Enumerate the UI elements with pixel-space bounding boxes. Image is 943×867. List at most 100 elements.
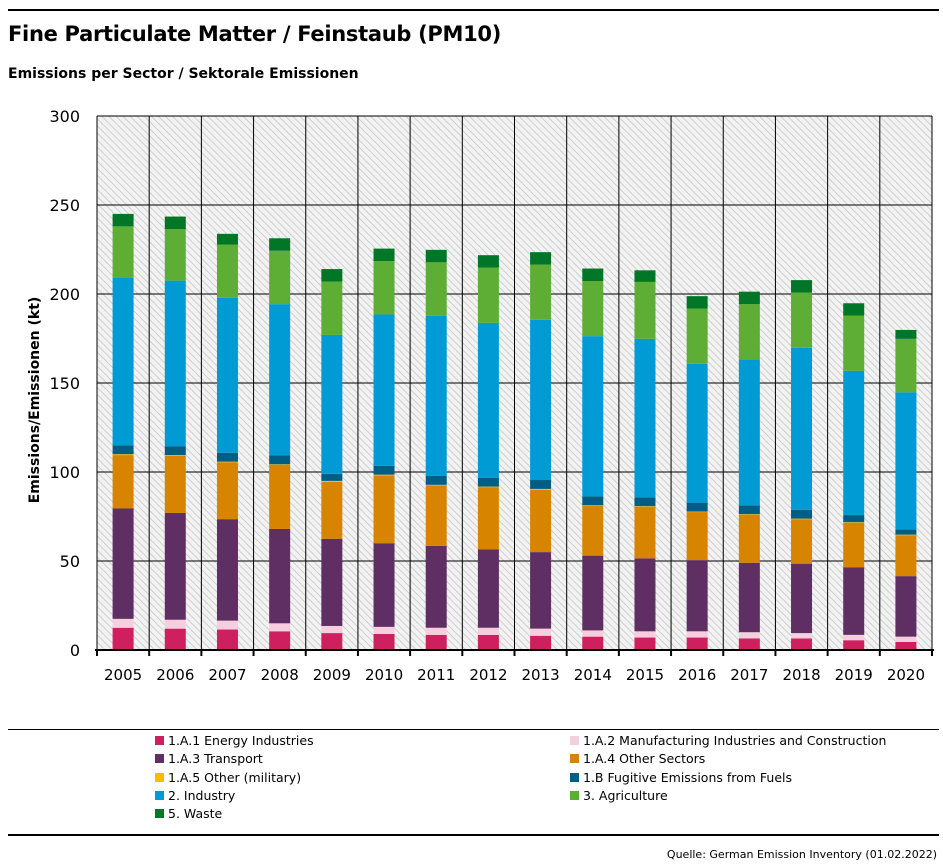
bar-segment-2013-1-B — [530, 480, 552, 489]
legend-label: 1.A.4 Other Sectors — [583, 751, 706, 767]
bar-segment-2011-5 — [425, 249, 447, 263]
bar-segment-2011-2 — [425, 315, 447, 476]
bar-segment-2012-3 — [477, 267, 499, 323]
bar-segment-2019-5 — [843, 303, 865, 316]
bar-segment-2007-1-B — [216, 452, 238, 462]
bar-segment-2012-1-A-2 — [477, 627, 499, 635]
bar-segment-2020-1-B — [895, 529, 917, 535]
x-tick-label: 2019 — [835, 666, 873, 684]
bar-segment-2007-1-A-5 — [216, 461, 238, 463]
bar-segment-2015-3 — [634, 281, 656, 339]
y-tick-label: 300 — [49, 107, 80, 126]
bar-segment-2013-2 — [530, 319, 552, 481]
bar-segment-2007-3 — [216, 244, 238, 298]
bar-segment-2013-1-A-3 — [530, 552, 552, 629]
bar-segment-2016-2 — [686, 363, 708, 503]
bar-segment-2017-1-A-1 — [738, 638, 760, 650]
bar-segment-2009-1-A-4 — [321, 481, 343, 539]
bar-segment-2010-5 — [373, 248, 395, 262]
bar-segment-2006-1-B — [164, 446, 186, 456]
bar-segment-2020-1-A-3 — [895, 576, 917, 637]
legend-item: 1.A.2 Manufacturing Industries and Const… — [570, 733, 886, 748]
y-tick-label: 200 — [49, 285, 80, 304]
bar-segment-2012-1-A-1 — [477, 634, 499, 650]
bar-segment-2005-5 — [112, 213, 134, 227]
legend-label: 5. Waste — [168, 806, 223, 822]
legend-swatch — [155, 754, 164, 764]
bar-segment-2014-1-A-5 — [582, 505, 604, 506]
source-note: Quelle: German Emission Inventory (01.02… — [666, 848, 937, 861]
legend-item: 1.A.5 Other (military) — [155, 770, 301, 785]
bar-segment-2015-1-A-5 — [634, 506, 656, 507]
bar-segment-2016-1-A-4 — [686, 512, 708, 561]
legend-label: 2. Industry — [168, 787, 236, 803]
bar-segment-2011-1-A-3 — [425, 545, 447, 628]
bar-segment-2012-1-A-5 — [477, 486, 499, 488]
bar-segment-2020-1-A-4 — [895, 535, 917, 577]
bar-segment-2012-1-A-4 — [477, 487, 499, 550]
bar-segment-2007-1-A-3 — [216, 519, 238, 621]
bar-segment-2008-1-A-5 — [269, 464, 291, 465]
x-tick-label: 2018 — [782, 666, 820, 684]
bar-segment-2014-2 — [582, 336, 604, 497]
bar-segment-2017-3 — [738, 304, 760, 360]
x-tick-label: 2008 — [261, 666, 299, 684]
bar-segment-2017-1-A-2 — [738, 632, 760, 639]
legend-swatch — [155, 772, 164, 782]
bar-segment-2013-1-A-5 — [530, 488, 552, 490]
bar-segment-2013-1-A-1 — [530, 635, 552, 650]
bar-segment-2010-3 — [373, 261, 395, 315]
x-tick-label: 2013 — [522, 666, 560, 684]
bar-segment-2018-1-A-4 — [791, 519, 813, 564]
bar-segment-2007-1-A-4 — [216, 462, 238, 520]
bar-segment-2017-1-A-3 — [738, 562, 760, 633]
bar-segment-2020-1-A-5 — [895, 534, 917, 536]
bar-segment-2005-1-A-3 — [112, 508, 134, 619]
bar-segment-2005-1-A-4 — [112, 455, 134, 509]
legend-label: 1.A.2 Manufacturing Industries and Const… — [583, 733, 887, 748]
chart-title: Fine Particulate Matter / Feinstaub (PM1… — [8, 22, 502, 46]
bar-segment-2017-5 — [738, 291, 760, 305]
bar-segment-2008-5 — [269, 238, 291, 251]
bar-segment-2018-3 — [791, 292, 813, 348]
legend-item: 1.A.4 Other Sectors — [570, 751, 705, 766]
bar-segment-2015-5 — [634, 270, 656, 282]
legend-label: 3. Agriculture — [583, 787, 668, 803]
bar-segment-2009-3 — [321, 281, 343, 335]
bar-segment-2008-2 — [269, 304, 291, 456]
bar-segment-2011-1-A-1 — [425, 634, 447, 650]
bar-segment-2008-1-A-2 — [269, 623, 291, 632]
legend-label: 1.A.3 Transport — [168, 751, 263, 767]
bar-segment-2019-1-B — [843, 515, 865, 523]
legend-swatch — [155, 790, 164, 800]
x-tick-label: 2009 — [313, 666, 351, 684]
bar-segment-2015-2 — [634, 338, 656, 498]
x-tick-label: 2011 — [417, 666, 455, 684]
y-tick-label: 150 — [49, 374, 80, 393]
bar-segment-2020-2 — [895, 392, 917, 530]
bar-segment-2010-1-A-5 — [373, 474, 395, 476]
bar-segment-2015-1-A-2 — [634, 631, 656, 638]
x-tick-label: 2012 — [469, 666, 507, 684]
bar-segment-2006-2 — [164, 280, 186, 447]
bar-segment-2012-2 — [477, 322, 499, 478]
bar-segment-2016-1-A-1 — [686, 637, 708, 650]
bar-segment-2019-1-A-4 — [843, 522, 865, 568]
bar-segment-2019-1-A-1 — [843, 640, 865, 650]
bar-segment-2007-2 — [216, 297, 238, 453]
bar-segment-2007-1-A-1 — [216, 629, 238, 650]
legend-item: 1.B Fugitive Emissions from Fuels — [570, 770, 792, 785]
bar-segment-2012-1-B — [477, 477, 499, 487]
legend-bottom-rule — [8, 834, 939, 836]
bar-segment-2006-1-A-3 — [164, 512, 186, 620]
y-tick-label: 100 — [49, 463, 80, 482]
bar-segment-2011-1-A-2 — [425, 627, 447, 635]
bar-segment-2016-5 — [686, 296, 708, 309]
bar-segment-2005-1-A-2 — [112, 618, 134, 628]
bar-segment-2019-1-A-5 — [843, 522, 865, 523]
bar-segment-2015-1-B — [634, 497, 656, 507]
bar-segment-2012-5 — [477, 255, 499, 268]
x-tick-label: 2017 — [730, 666, 768, 684]
bar-segment-2014-3 — [582, 281, 604, 337]
bar-segment-2006-1-A-4 — [164, 455, 186, 513]
